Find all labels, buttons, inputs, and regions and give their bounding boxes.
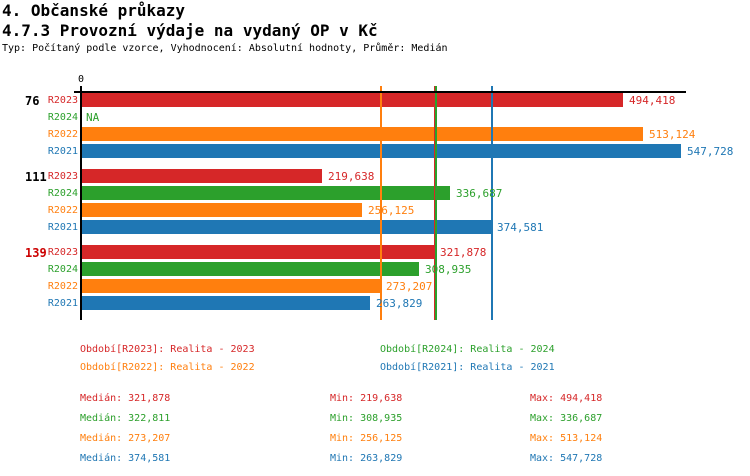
median-line-R2022 xyxy=(380,86,382,320)
legend-item-R2021: Období[R2021]: Realita - 2021 xyxy=(380,362,555,373)
bar-value-label: 513,124 xyxy=(649,128,696,141)
year-label: R2021 xyxy=(47,298,78,309)
bar xyxy=(81,169,322,183)
stat-median-R2024: Medián: 322,811 xyxy=(80,413,171,424)
bar xyxy=(81,186,450,200)
chart-subtitle: 4.7.3 Provozní výdaje na vydaný OP v Kč xyxy=(2,21,378,40)
bar-value-label: 494,418 xyxy=(629,94,676,107)
bar-value-label: 273,207 xyxy=(386,280,433,293)
y-axis-line xyxy=(80,86,82,320)
chart-meta-line: Typ: Počítaný podle vzorce, Vyhodnocení:… xyxy=(2,43,448,54)
bar-value-label: 219,638 xyxy=(328,170,375,183)
stat-min-R2023: Min: 219,638 xyxy=(330,393,403,404)
bar xyxy=(81,220,491,234)
year-label: R2022 xyxy=(47,281,78,292)
page-title: 4. Občanské průkazy xyxy=(2,1,186,20)
bar xyxy=(81,279,380,293)
bar-value-label: 547,728 xyxy=(687,145,734,158)
bar-value-label: 256,125 xyxy=(368,204,415,217)
median-line-R2024 xyxy=(435,86,437,320)
year-label: R2022 xyxy=(47,129,78,140)
legend-item-R2023: Období[R2023]: Realita - 2023 xyxy=(80,344,255,355)
stat-min-R2022: Min: 256,125 xyxy=(330,433,403,444)
bar-value-label: 308,935 xyxy=(425,263,472,276)
year-label: R2024 xyxy=(47,264,78,275)
group-label: 76 xyxy=(25,94,40,108)
year-label: R2023 xyxy=(47,171,78,182)
stat-median-R2021: Medián: 374,581 xyxy=(80,453,171,464)
bar-value-label: 321,878 xyxy=(440,246,487,259)
year-label: R2023 xyxy=(47,95,78,106)
year-label: R2021 xyxy=(47,222,78,233)
x-axis-line xyxy=(74,91,686,93)
stat-max-R2024: Max: 336,687 xyxy=(530,413,603,424)
bar xyxy=(81,296,370,310)
legend-item-R2022: Období[R2022]: Realita - 2022 xyxy=(80,362,255,373)
group-label: 111 xyxy=(25,170,47,184)
bar xyxy=(81,93,623,107)
group-label: 139 xyxy=(25,246,47,260)
year-label: R2024 xyxy=(47,188,78,199)
bar-value-label: 263,829 xyxy=(376,297,423,310)
bar-value-label: 336,687 xyxy=(456,187,503,200)
stat-median-R2023: Medián: 321,878 xyxy=(80,393,171,404)
bar xyxy=(81,203,362,217)
year-label: R2023 xyxy=(47,247,78,258)
stat-min-R2024: Min: 308,935 xyxy=(330,413,403,424)
stat-min-R2021: Min: 263,829 xyxy=(330,453,403,464)
bar xyxy=(81,245,434,259)
year-label: R2022 xyxy=(47,205,78,216)
stat-max-R2023: Max: 494,418 xyxy=(530,393,603,404)
legend-item-R2024: Období[R2024]: Realita - 2024 xyxy=(380,344,555,355)
bar-na-label: NA xyxy=(86,111,100,124)
median-line-R2021 xyxy=(491,86,493,320)
year-label: R2024 xyxy=(47,112,78,123)
bar-value-label: 374,581 xyxy=(497,221,544,234)
stat-max-R2021: Max: 547,728 xyxy=(530,453,603,464)
bar xyxy=(81,127,643,141)
axis-zero-label: 0 xyxy=(77,74,85,85)
stat-max-R2022: Max: 513,124 xyxy=(530,433,603,444)
year-label: R2021 xyxy=(47,146,78,157)
bar xyxy=(81,262,419,276)
stat-median-R2022: Medián: 273,207 xyxy=(80,433,171,444)
